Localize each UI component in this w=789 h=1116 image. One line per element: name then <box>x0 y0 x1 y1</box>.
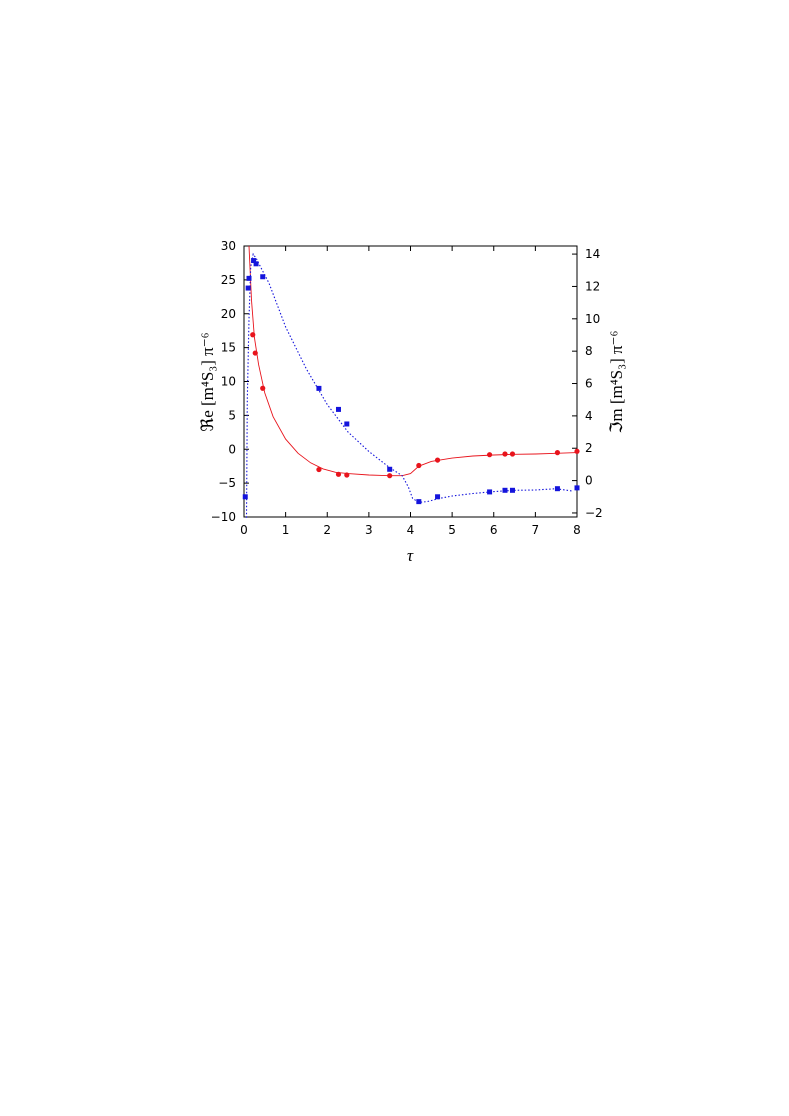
series-1-point <box>260 385 266 391</box>
series-1-point <box>509 451 516 457</box>
series-1-point <box>344 472 350 478</box>
series-1-point <box>335 471 342 477</box>
y-left-tick-label: −10 <box>211 510 236 524</box>
y-right-tick-label: 14 <box>585 247 600 261</box>
series-2-point <box>554 486 560 492</box>
series-1-point <box>387 473 393 479</box>
series-2-point <box>335 406 341 412</box>
series-2-point <box>509 487 515 493</box>
x-tick-label: 6 <box>490 523 498 537</box>
series-1-point <box>252 350 258 356</box>
series-2-point <box>246 275 252 281</box>
x-tick-label: 1 <box>282 523 290 537</box>
y-left-tick-label: 5 <box>228 408 236 422</box>
markers <box>242 258 580 505</box>
series-1-point <box>250 332 256 338</box>
series-2-point <box>316 385 322 391</box>
y-left-axis-label: ℜe [m⁴S₃] π⁻⁶ <box>198 332 217 431</box>
curves <box>245 245 578 518</box>
y-left-tick-label: 0 <box>228 442 236 456</box>
x-tick-label: 4 <box>407 523 415 537</box>
y-left-tick-label: 15 <box>221 341 236 355</box>
x-tick-label: 0 <box>240 523 248 537</box>
series-1-point <box>502 451 508 457</box>
series-2-point <box>487 489 493 495</box>
y-right-tick-label: −2 <box>585 506 603 520</box>
ticks <box>243 245 578 518</box>
series-2-point <box>574 485 580 491</box>
series-1-point <box>416 462 422 469</box>
series-1-point <box>486 452 493 458</box>
series-2-point <box>260 274 266 280</box>
y-right-tick-label: 2 <box>585 441 593 455</box>
series-1-point <box>434 457 441 463</box>
y-right-tick-label: 12 <box>585 279 600 293</box>
y-left-tick-label: 30 <box>221 239 236 253</box>
x-tick-label: 2 <box>323 523 331 537</box>
x-tick-label: 7 <box>532 523 540 537</box>
series-1-curve <box>248 245 578 477</box>
series-2-point <box>344 421 350 427</box>
series-2-point <box>253 261 259 267</box>
series-2-point <box>245 285 251 291</box>
x-tick-label: 5 <box>448 523 456 537</box>
y-right-tick-label: 8 <box>585 344 593 358</box>
series-1-point <box>574 448 580 454</box>
y-right-tick-label: 10 <box>585 312 600 326</box>
y-right-axis-label: ℑm [m⁴S₃] π⁻⁶ <box>607 330 626 433</box>
series-2-point <box>435 494 441 500</box>
series-2-point <box>251 258 257 264</box>
series-1-point <box>316 466 322 473</box>
plot-frame <box>243 245 578 518</box>
series-2-point <box>502 487 508 493</box>
x-axis-label: τ <box>407 546 414 565</box>
y-left-tick-label: 20 <box>221 307 236 321</box>
x-tick-label: 3 <box>365 523 373 537</box>
y-right-tick-label: 6 <box>585 377 593 391</box>
series-1-point <box>554 450 561 456</box>
y-left-tick-label: 25 <box>221 273 236 287</box>
series-2-curve <box>245 252 573 518</box>
series-2-point <box>242 494 248 500</box>
series-2-point <box>387 466 393 472</box>
y-right-tick-label: 4 <box>585 409 593 423</box>
y-right-tick-label: 0 <box>585 474 593 488</box>
x-tick-label: 8 <box>573 523 581 537</box>
y-left-tick-label: −5 <box>218 476 236 490</box>
series-2-point <box>416 499 422 505</box>
y-left-tick-label: 10 <box>221 375 236 389</box>
